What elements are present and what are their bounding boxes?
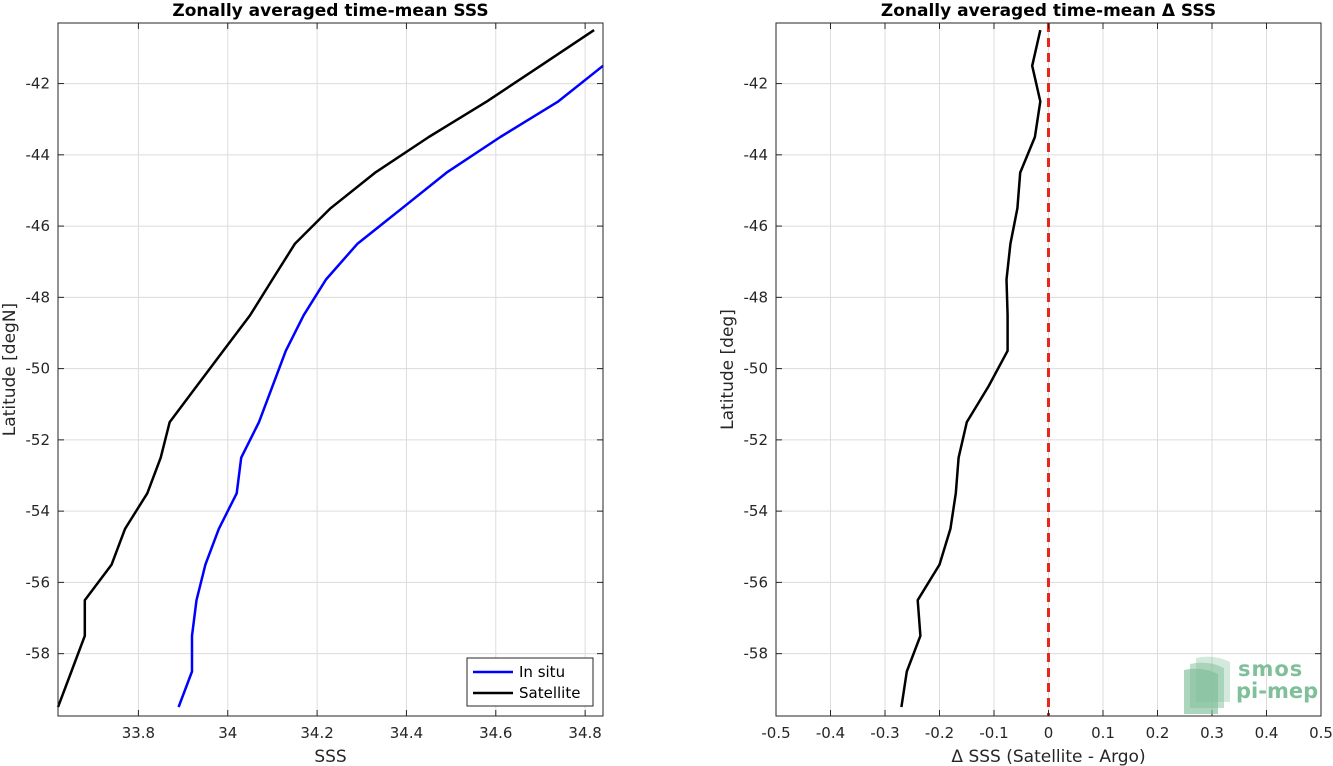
y-tick-label: -44 (26, 146, 51, 164)
y-tick-label: -44 (744, 146, 769, 164)
x-tick-label: 34 (218, 724, 237, 742)
y-tick-label: -54 (26, 502, 51, 520)
y-tick-label: -52 (744, 431, 769, 449)
x-axis-label: SSS (314, 747, 346, 766)
x-tick-label: 34.8 (568, 724, 601, 742)
x-tick-label: 34.2 (300, 724, 333, 742)
x-tick-label: -0.2 (925, 724, 954, 742)
x-tick-label: 0 (1044, 724, 1054, 742)
y-tick-label: -58 (26, 645, 51, 663)
x-tick-label: 0.4 (1255, 724, 1279, 742)
axes-frame (57, 22, 604, 717)
y-tick-label: -56 (26, 573, 51, 591)
x-tick-label: 34.6 (479, 724, 512, 742)
x-tick-label: -0.4 (816, 724, 845, 742)
y-tick-label: -46 (26, 217, 51, 235)
legend-box (466, 657, 594, 707)
y-tick-label: -52 (26, 431, 51, 449)
x-tick-label: 0.5 (1309, 724, 1333, 742)
legend-label: In situ (519, 663, 565, 681)
logo-text-pi-mep: pi-mep (1236, 679, 1318, 703)
x-tick-label: -0.1 (979, 724, 1008, 742)
y-tick-label: -58 (744, 645, 769, 663)
y-tick-label: -50 (744, 360, 769, 378)
legend-label: Satellite (519, 684, 580, 702)
x-tick-label: 0.3 (1200, 724, 1224, 742)
chart-title: Zonally averaged time-mean Δ SSS (881, 1, 1216, 21)
chart-title: Zonally averaged time-mean SSS (172, 1, 488, 21)
x-tick-label: 0.1 (1091, 724, 1115, 742)
chart-right-delta-sss-profile: -0.5 -0.4 -0.3 -0.2 -0.1 0 0.1 0.2 0.3 0.4 0.5 -58 -… (718, 1, 1333, 766)
y-tick-label: -54 (744, 502, 769, 520)
chart-left-sss-profile: 33.8 34 34.2 34.4 34.6 34.8 -58 -56 -54 -52 -50 -48… (0, 1, 604, 766)
y-tick-label: -42 (26, 75, 51, 93)
x-tick-label: 0.2 (1146, 724, 1170, 742)
y-tick-label: -56 (744, 573, 769, 591)
x-tick-label: 33.8 (122, 724, 155, 742)
y-tick-label: -50 (26, 360, 51, 378)
y-axis-label: Latitude [deg] (718, 309, 738, 430)
series-line-satellite (56, 29, 595, 708)
y-tick-label: -48 (744, 288, 769, 306)
x-axis-label: Δ SSS (Satellite - Argo) (951, 747, 1145, 766)
x-tick-label: -0.3 (870, 724, 899, 742)
y-axis-label: Latitude [degN] (0, 303, 20, 436)
y-tick-label: -48 (26, 288, 51, 306)
logo-text-smos: smos (1238, 657, 1303, 681)
series-line-0 (900, 29, 1042, 708)
x-tick-label: 34.4 (390, 724, 423, 742)
plot-area (58, 23, 603, 716)
y-tick-label: -46 (744, 217, 769, 235)
x-tick-label: -0.5 (761, 724, 790, 742)
series-line-in-situ (177, 64, 604, 708)
logo-wave-shape (1184, 668, 1218, 714)
y-tick-label: -42 (744, 75, 769, 93)
